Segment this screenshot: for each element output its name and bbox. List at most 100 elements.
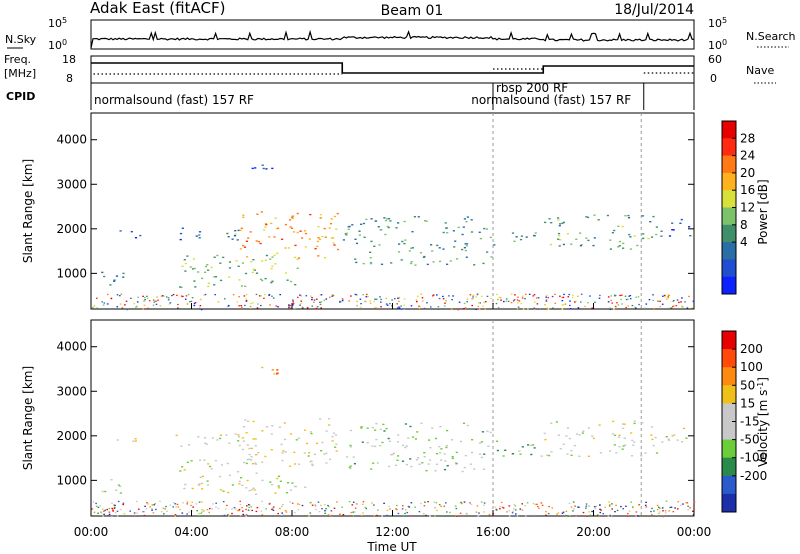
data-cell — [380, 229, 383, 231]
data-cell — [454, 505, 457, 507]
data-cell — [387, 226, 390, 229]
data-cell — [597, 219, 600, 221]
data-cell — [662, 510, 664, 512]
data-cell — [103, 510, 105, 512]
data-cell — [349, 444, 352, 447]
data-cell — [466, 424, 469, 427]
data-cell — [188, 444, 191, 446]
data-cell — [238, 509, 240, 512]
data-cell — [281, 452, 284, 454]
data-cell — [252, 420, 255, 423]
data-cell — [569, 300, 571, 302]
data-cell — [153, 301, 156, 303]
data-cell — [250, 447, 253, 450]
data-cell — [275, 305, 278, 307]
data-cell — [442, 248, 445, 250]
data-cell — [316, 306, 319, 308]
data-cell — [435, 502, 438, 504]
data-cell — [152, 512, 155, 514]
data-cell — [151, 509, 153, 511]
data-cell — [240, 305, 242, 307]
data-cell — [478, 302, 480, 304]
data-cell — [459, 308, 462, 310]
data-cell — [410, 261, 413, 263]
data-cell — [250, 456, 253, 458]
data-cell — [401, 240, 404, 243]
data-cell — [207, 282, 210, 285]
data-cell — [217, 507, 220, 510]
data-cell — [236, 301, 238, 303]
data-cell — [632, 506, 634, 509]
data-cell — [255, 240, 258, 242]
data-cell — [532, 444, 535, 446]
data-cell — [370, 468, 373, 470]
data-cell — [463, 308, 465, 310]
data-cell — [265, 254, 268, 257]
data-cell — [193, 280, 196, 282]
data-cell — [443, 453, 446, 455]
data-cell — [466, 301, 468, 303]
data-cell — [303, 429, 307, 431]
data-cell — [369, 302, 372, 304]
data-cell — [658, 506, 660, 508]
data-cell — [656, 508, 659, 511]
data-cell — [333, 215, 336, 218]
data-cell — [484, 308, 487, 310]
data-cell — [569, 515, 571, 517]
data-cell — [479, 442, 482, 444]
data-cell — [213, 256, 216, 258]
data-cell — [681, 306, 684, 308]
data-cell — [666, 298, 668, 300]
data-cell — [657, 300, 659, 302]
data-cell — [289, 433, 293, 435]
data-cell — [415, 299, 418, 301]
data-cell — [524, 515, 527, 517]
data-cell — [496, 293, 498, 296]
colorbar-swatch — [722, 276, 736, 295]
data-cell — [692, 510, 694, 512]
data-cell — [216, 254, 219, 257]
data-cell — [550, 422, 553, 424]
data-cell — [261, 430, 264, 432]
colorbar-tick-label: 12 — [740, 201, 755, 215]
data-cell — [304, 246, 307, 248]
data-cell — [324, 512, 326, 514]
data-cell — [207, 463, 210, 465]
data-cell — [185, 295, 188, 297]
data-cell — [253, 269, 256, 271]
data-cell — [305, 295, 308, 297]
data-cell — [331, 440, 334, 442]
data-cell — [438, 297, 441, 300]
data-cell — [148, 300, 151, 302]
colorbar-tick-label: 16 — [740, 183, 755, 197]
freq-tick-bottom: 8 — [66, 72, 73, 85]
data-cell — [685, 502, 687, 504]
data-cell — [248, 506, 250, 509]
data-cell — [481, 431, 484, 433]
data-cell — [303, 230, 307, 232]
data-cell — [680, 218, 683, 221]
data-cell — [159, 500, 161, 502]
data-cell — [255, 493, 258, 495]
data-cell — [404, 446, 407, 449]
data-cell — [394, 298, 396, 300]
data-cell — [659, 507, 661, 509]
data-cell — [564, 303, 567, 305]
data-cell — [284, 510, 287, 512]
data-cell — [349, 467, 352, 470]
data-cell — [577, 506, 579, 508]
data-cell — [521, 503, 523, 505]
colorbar-tick-label: 4 — [740, 235, 748, 249]
data-cell — [330, 510, 333, 512]
data-cell — [589, 295, 591, 297]
data-cell — [253, 489, 256, 491]
data-cell — [519, 453, 522, 455]
data-cell — [209, 465, 212, 468]
data-cell — [483, 301, 485, 304]
data-cell — [671, 300, 674, 302]
data-cell — [575, 238, 578, 240]
data-cell — [227, 236, 230, 238]
data-cell — [272, 507, 274, 509]
data-cell — [348, 466, 351, 469]
